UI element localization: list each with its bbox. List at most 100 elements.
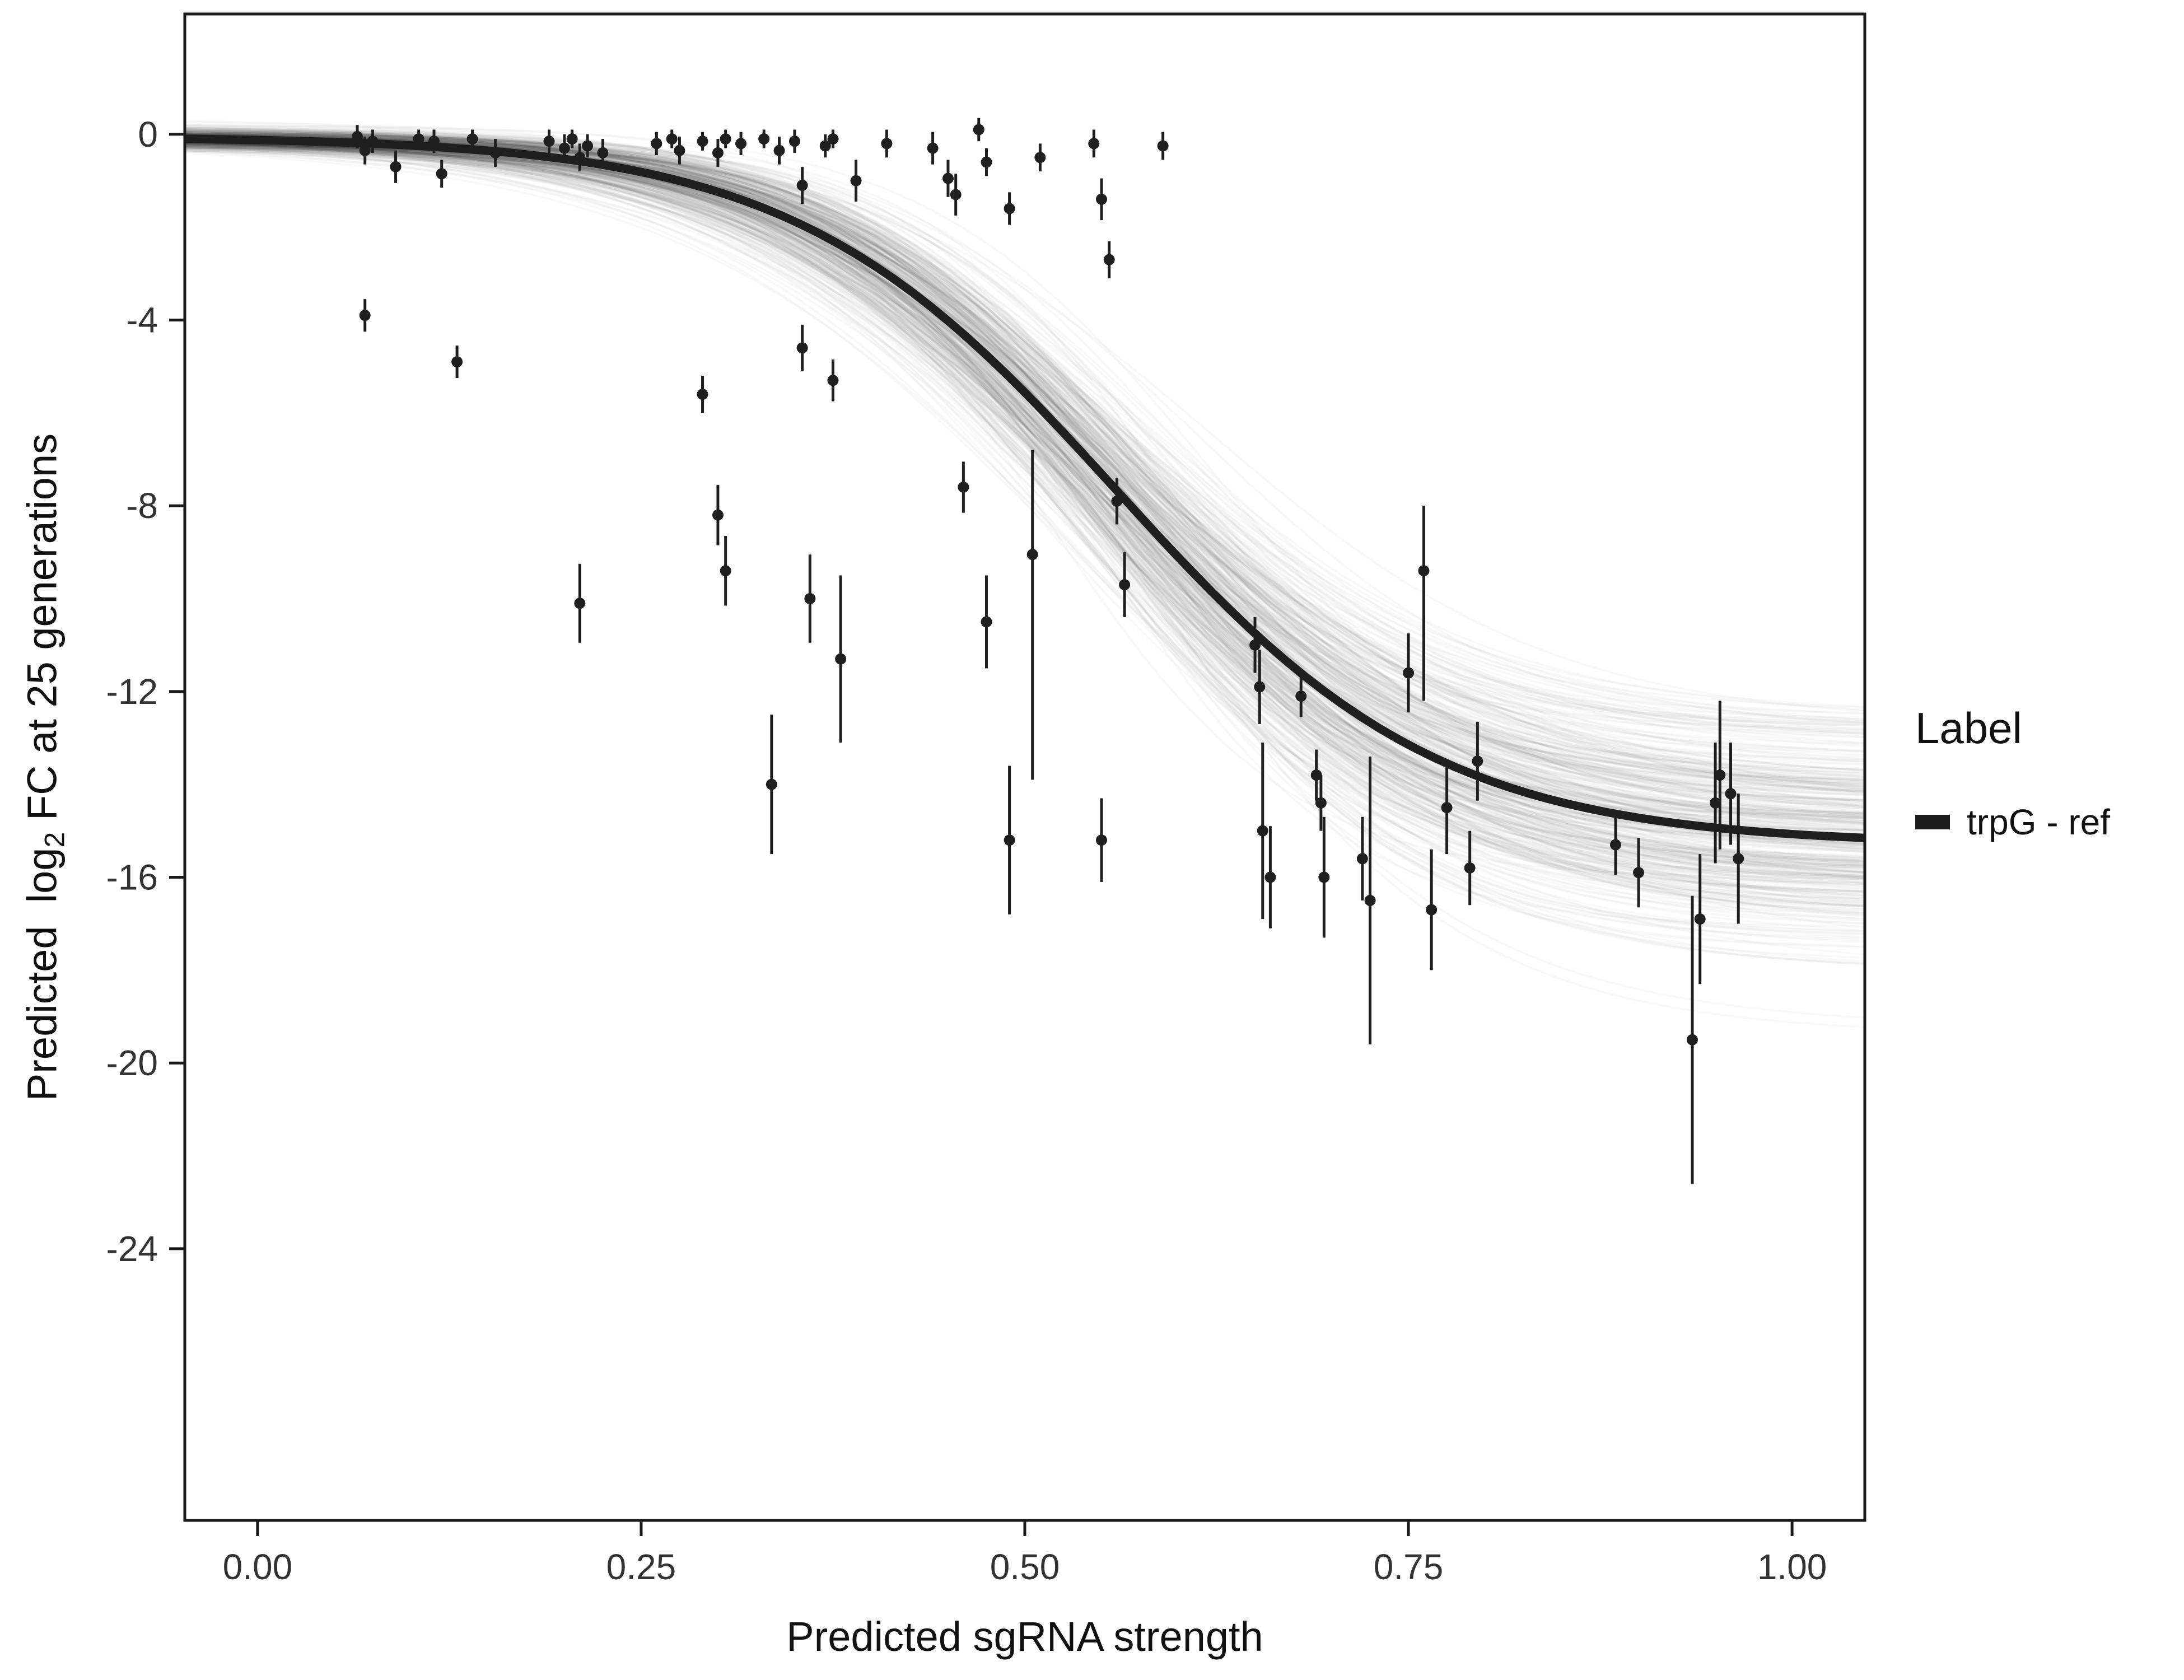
x-axis-ticks: 0.00 0.25 0.50 0.75 1.00 [223, 1520, 1827, 1587]
data-point [574, 152, 586, 164]
data-point [1096, 834, 1108, 846]
x-tick-label: 0.75 [1374, 1547, 1444, 1587]
legend-entry-label: trpG - ref [1967, 802, 2111, 842]
data-point [850, 175, 862, 186]
data-points [352, 124, 1744, 1046]
data-point [712, 147, 724, 158]
data-point [1710, 797, 1721, 809]
data-point [1633, 867, 1645, 879]
ensemble-curve [185, 128, 1865, 829]
data-point [390, 161, 402, 172]
data-point [1364, 894, 1376, 906]
legend-swatch-line-icon [1915, 815, 1950, 829]
data-point [827, 375, 839, 386]
data-point [428, 136, 440, 147]
data-point [1725, 788, 1737, 800]
y-axis-title-post: FC at 25 generations [18, 433, 66, 832]
data-point [666, 133, 678, 145]
data-point [697, 136, 708, 147]
ensemble-curve [185, 144, 1865, 900]
data-point [796, 342, 808, 354]
data-point [1315, 797, 1327, 809]
data-point [359, 144, 371, 156]
legend: Label trpG - ref [1915, 703, 2110, 843]
data-point [352, 130, 363, 142]
y-axis-ticks: 0 -4 -8 -12 -16 -20 -24 [106, 114, 185, 1269]
data-point [466, 133, 478, 145]
data-point [773, 144, 785, 156]
data-point [413, 133, 424, 145]
data-point [981, 616, 992, 628]
data-point [788, 136, 800, 147]
data-point [1403, 667, 1415, 679]
data-point [1257, 825, 1268, 837]
ensemble-curves [185, 121, 1865, 1027]
data-point [367, 136, 379, 147]
data-point [1103, 254, 1115, 265]
data-point [1714, 769, 1726, 781]
data-point [1157, 140, 1169, 152]
data-point [1310, 769, 1322, 781]
data-point [950, 189, 962, 200]
data-point [1694, 913, 1706, 925]
fit-curve [185, 134, 1865, 842]
data-point [1426, 904, 1438, 916]
y-axis-title: Predicted log2 FC at 25 generations [18, 433, 71, 1102]
data-point [1733, 853, 1744, 865]
y-tick-label: -16 [106, 857, 158, 898]
data-point [958, 481, 969, 493]
data-point [436, 168, 447, 180]
x-tick-label: 0.00 [223, 1547, 293, 1587]
data-point [720, 133, 731, 145]
data-point [1318, 871, 1330, 883]
data-point [451, 356, 463, 368]
data-point [1111, 495, 1123, 507]
data-point [1026, 549, 1038, 561]
data-point [1096, 193, 1108, 205]
data-point [582, 140, 594, 152]
data-point [804, 592, 816, 604]
data-point [1254, 681, 1266, 693]
data-point [1441, 802, 1453, 814]
ensemble-curve [185, 137, 1865, 876]
data-point [1004, 203, 1015, 214]
data-point [1119, 579, 1131, 591]
data-point [574, 598, 586, 609]
data-point [835, 653, 847, 665]
data-point [1034, 152, 1046, 164]
data-point [1686, 1034, 1698, 1046]
data-point [766, 778, 777, 790]
data-point [543, 136, 555, 147]
data-point [697, 389, 708, 400]
data-point [1295, 690, 1307, 702]
data-point [558, 142, 570, 154]
y-axis-title-sub: 2 [38, 832, 71, 848]
y-tick-label: -12 [106, 671, 158, 712]
x-axis-title: Predicted sgRNA strength [786, 1613, 1263, 1660]
y-tick-label: 0 [138, 114, 158, 155]
data-point [489, 147, 501, 158]
data-point [927, 142, 939, 154]
legend-entry: trpG - ref [1915, 801, 2110, 843]
data-point [1004, 834, 1015, 846]
data-point [735, 138, 747, 150]
y-tick-label: -8 [126, 486, 158, 526]
data-point [981, 156, 992, 168]
error-bars [356, 118, 1740, 1184]
data-point [1264, 871, 1276, 883]
data-point [1609, 839, 1621, 851]
x-tick-label: 1.00 [1757, 1547, 1827, 1587]
data-point [819, 140, 831, 152]
legend-title: Label [1915, 703, 2022, 753]
y-tick-label: -24 [106, 1229, 158, 1269]
y-tick-label: -4 [126, 300, 158, 340]
y-axis-title-pre: Predicted log [18, 847, 66, 1102]
data-point [359, 310, 371, 321]
data-point [796, 179, 808, 191]
data-point [1418, 565, 1430, 577]
x-tick-label: 0.25 [606, 1547, 676, 1587]
data-point [597, 147, 609, 158]
data-point [712, 509, 724, 521]
data-point [674, 144, 685, 156]
